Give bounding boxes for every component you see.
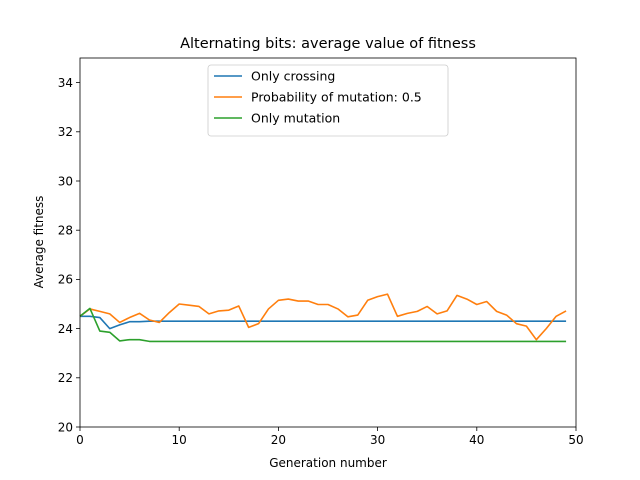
- y-tick-label: 34: [58, 76, 73, 90]
- y-tick-label: 28: [58, 224, 73, 238]
- y-tick-label: 32: [58, 125, 73, 139]
- x-tick-label: 20: [271, 433, 286, 447]
- legend-label: Probability of mutation: 0.5: [251, 90, 422, 105]
- chart-title: Alternating bits: average value of fitne…: [180, 36, 476, 52]
- x-tick-label: 40: [469, 433, 484, 447]
- x-axis-ticks: 0 10 20 30 40 50: [76, 427, 584, 447]
- x-tick-label: 10: [172, 433, 187, 447]
- y-tick-label: 24: [58, 322, 73, 336]
- y-tick-label: 26: [58, 273, 73, 287]
- legend-label: Only crossing: [251, 69, 335, 84]
- y-tick-label: 20: [58, 420, 73, 434]
- series-lines: [79, 293, 567, 343]
- x-axis-label: Generation number: [269, 456, 387, 470]
- series-line-2: [79, 293, 567, 341]
- series-line-3: [79, 307, 567, 343]
- x-tick-label: 30: [370, 433, 385, 447]
- plot-area: 0 10 20 30 40 50 20 22 24 26 28 30 32 34: [58, 57, 584, 447]
- y-axis-ticks: 20 22 24 26 28 30 32 34: [58, 76, 80, 434]
- legend: Only crossing Probability of mutation: 0.…: [207, 64, 449, 137]
- y-tick-label: 30: [58, 174, 73, 188]
- axes-frame: [79, 57, 577, 428]
- y-tick-label: 22: [58, 371, 73, 385]
- legend-label: Only mutation: [251, 111, 340, 126]
- x-tick-label: 0: [76, 433, 84, 447]
- x-tick-label: 50: [568, 433, 583, 447]
- y-axis-label: Average fitness: [32, 196, 46, 289]
- legend-box: [207, 64, 449, 137]
